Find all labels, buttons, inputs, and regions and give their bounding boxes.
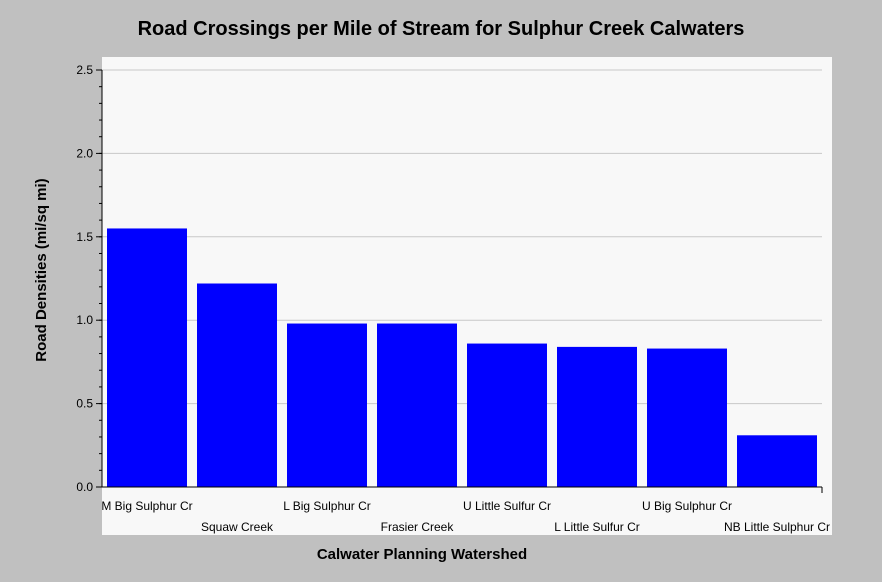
y-tick-label: 1.5 xyxy=(76,230,93,244)
x-axis: M Big Sulphur Cr Squaw Creek L Big Sulphur… xyxy=(101,486,830,534)
bar xyxy=(377,323,457,487)
x-tick-label: M Big Sulphur Cr xyxy=(101,499,192,513)
bar xyxy=(467,343,547,487)
bar xyxy=(557,346,637,487)
y-tick-label: 1.0 xyxy=(76,313,93,327)
y-tick-label: 2.0 xyxy=(76,146,93,160)
y-axis-title: Road Densities (mi/sq mi) xyxy=(33,178,50,361)
bar xyxy=(647,348,727,487)
bar xyxy=(737,435,817,487)
x-tick-label: Squaw Creek xyxy=(201,520,274,534)
x-tick-label: U Little Sulfur Cr xyxy=(463,499,551,513)
bar xyxy=(197,283,277,487)
bar xyxy=(287,323,367,487)
x-axis-title: Calwater Planning Watershed xyxy=(317,546,527,563)
bar xyxy=(107,228,187,487)
y-axis: 0.0 0.5 1.0 1.5 2.0 2.5 xyxy=(76,63,103,494)
x-tick-label: Frasier Creek xyxy=(381,520,455,534)
x-tick-label: L Big Sulphur Cr xyxy=(283,499,371,513)
x-tick-label: L Little Sulfur Cr xyxy=(554,520,640,534)
x-tick-label: U Big Sulphur Cr xyxy=(642,499,732,513)
y-tick-label: 2.5 xyxy=(76,63,93,77)
x-tick-label: NB Little Sulphur Cr xyxy=(724,520,830,534)
y-tick-label: 0.5 xyxy=(76,397,93,411)
y-tick-label: 0.0 xyxy=(76,480,93,494)
bars xyxy=(107,228,817,487)
chart-title: Road Crossings per Mile of Stream for Su… xyxy=(137,18,745,40)
